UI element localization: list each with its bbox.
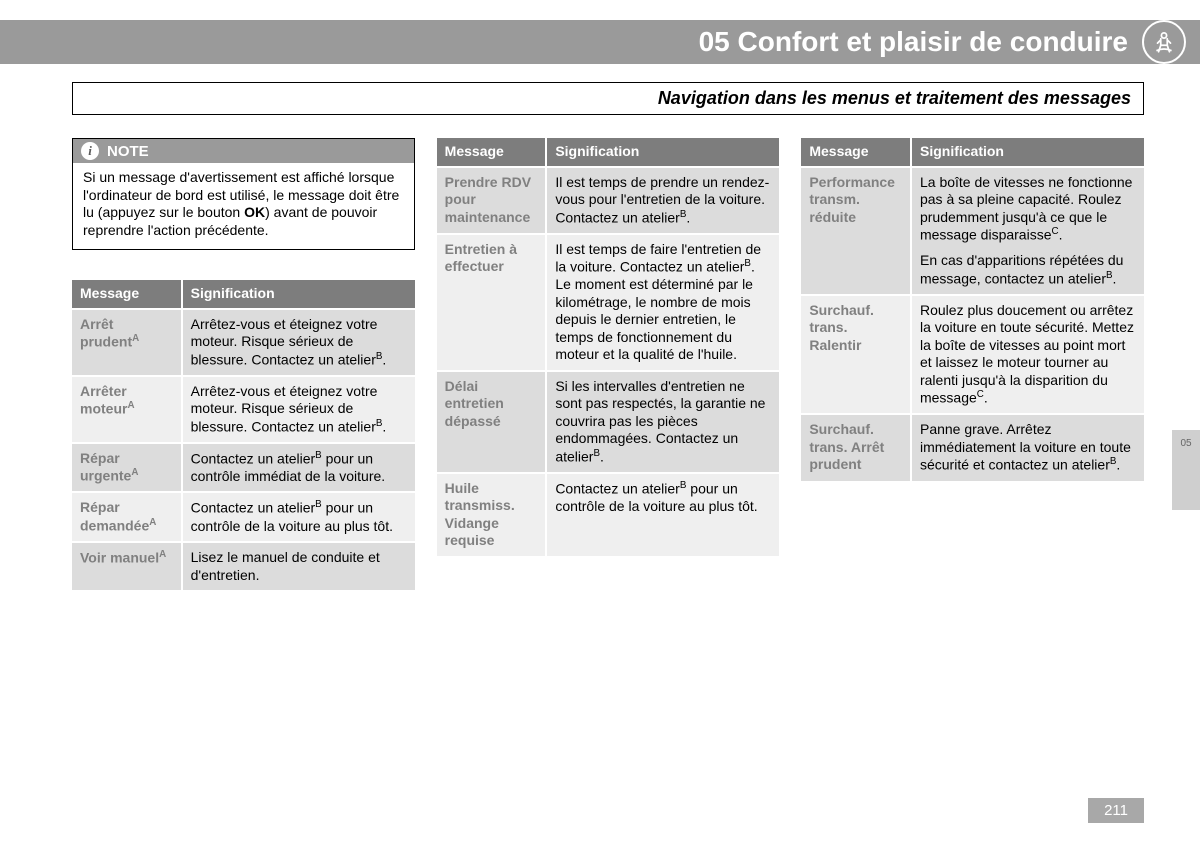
message-table-2: Message Signification Prendre RDV pour m… [437, 138, 780, 556]
note-box: i NOTE Si un message d'avertissement est… [72, 138, 415, 250]
signification-paragraph: Roulez plus doucement ou arrêtez la voit… [920, 302, 1136, 408]
signification-cell: Contactez un atelierB pour un contrôle d… [546, 473, 779, 556]
message-table-1: Message Signification Arrêt prudentAArrê… [72, 280, 415, 590]
table-row: Arrêter moteurAArrêtez-vous et éteignez … [72, 376, 415, 443]
table-row: Délai entretien dépasséSi les intervalle… [437, 371, 780, 473]
footnote-ref: B [376, 418, 383, 429]
signification-cell: Contactez un atelierB pour un contrôle d… [182, 492, 415, 542]
footnote-ref: C [1052, 226, 1059, 237]
note-label: NOTE [107, 143, 149, 160]
footnote-ref: B [1110, 456, 1117, 467]
th-message: Message [801, 138, 911, 167]
table-row: Surchauf. trans. RalentirRoulez plus dou… [801, 295, 1144, 415]
message-cell: Délai entretien dépassé [437, 371, 547, 473]
table-row: Répar urgenteAContactez un atelierB pour… [72, 443, 415, 493]
signification-cell: La boîte de vitesses ne fonctionne pas à… [911, 167, 1144, 295]
side-tab: 05 [1172, 430, 1200, 510]
footnote-ref: C [977, 389, 984, 400]
signification-cell: Panne grave. Arrêtez immédiatement la vo… [911, 414, 1144, 480]
footnote-ref: A [131, 467, 138, 478]
footnote-ref: A [132, 333, 139, 344]
signification-cell: Arrêtez-vous et éteignez votre moteur. R… [182, 309, 415, 376]
signification-cell: Roulez plus doucement ou arrêtez la voit… [911, 295, 1144, 415]
footnote-ref: B [315, 499, 322, 510]
signification-cell: Arrêtez-vous et éteignez votre moteur. R… [182, 376, 415, 443]
footnote-ref: B [680, 480, 687, 491]
note-body: Si un message d'avertissement est affich… [73, 163, 414, 249]
th-signification: Signification [911, 138, 1144, 167]
th-message: Message [72, 280, 182, 309]
table-row: Huile transmiss. Vidange requiseContacte… [437, 473, 780, 556]
th-message: Message [437, 138, 547, 167]
message-cell: Entretien à effectuer [437, 234, 547, 371]
table-row: Arrêt prudentAArrêtez-vous et éteignez v… [72, 309, 415, 376]
column-2: Message Signification Prendre RDV pour m… [437, 138, 780, 590]
chapter-header: 05 Confort et plaisir de conduire [0, 20, 1200, 64]
note-text-bold: OK [244, 204, 265, 220]
note-header: i NOTE [73, 139, 414, 163]
signification-paragraph: La boîte de vitesses ne fonctionne pas à… [920, 174, 1136, 245]
footnote-ref: B [744, 258, 751, 269]
message-cell: Arrêter moteurA [72, 376, 182, 443]
column-1: i NOTE Si un message d'avertissement est… [72, 138, 415, 590]
signification-cell: Si les intervalles d'entretien ne sont p… [546, 371, 779, 473]
footnote-ref: A [149, 517, 156, 528]
signification-cell: Il est temps de faire l'entretien de la … [546, 234, 779, 371]
seat-icon [1142, 20, 1186, 64]
message-cell: Répar demandéeA [72, 492, 182, 542]
signification-cell: Contactez un atelierB pour un contrôle i… [182, 443, 415, 493]
info-icon: i [81, 142, 99, 160]
footnote-ref: B [680, 209, 687, 220]
page-number: 211 [1088, 798, 1144, 823]
footnote-ref: B [376, 351, 383, 362]
table-row: Surchauf. trans. Arrêt prudentPanne grav… [801, 414, 1144, 480]
signification-cell: Lisez le manuel de conduite et d'entreti… [182, 542, 415, 590]
table-row: Répar demandéeAContactez un atelierB pou… [72, 492, 415, 542]
footnote-ref: B [1106, 270, 1113, 281]
chapter-title: 05 Confort et plaisir de conduire [699, 26, 1128, 58]
th-signification: Signification [182, 280, 415, 309]
section-subtitle: Navigation dans les menus et traitement … [72, 82, 1144, 115]
message-table-3: Message Signification Performance transm… [801, 138, 1144, 481]
table-row: Voir manuelALisez le manuel de conduite … [72, 542, 415, 590]
footnote-ref: B [315, 450, 322, 461]
table-row: Entretien à effectuerIl est temps de fai… [437, 234, 780, 371]
message-cell: Surchauf. trans. Arrêt prudent [801, 414, 911, 480]
message-cell: Huile transmiss. Vidange requise [437, 473, 547, 556]
table-row: Performance transm. réduiteLa boîte de v… [801, 167, 1144, 295]
th-signification: Signification [546, 138, 779, 167]
message-cell: Arrêt prudentA [72, 309, 182, 376]
signification-cell: Il est temps de prendre un rendez-vous p… [546, 167, 779, 234]
content-columns: i NOTE Si un message d'avertissement est… [72, 138, 1144, 590]
message-cell: Surchauf. trans. Ralentir [801, 295, 911, 415]
footnote-ref: A [159, 549, 166, 560]
footnote-ref: A [127, 400, 134, 411]
message-cell: Prendre RDV pour maintenance [437, 167, 547, 234]
footnote-ref: B [593, 448, 600, 459]
signification-paragraph: Panne grave. Arrêtez immédiatement la vo… [920, 421, 1136, 474]
message-cell: Performance transm. réduite [801, 167, 911, 295]
signification-paragraph: En cas d'apparitions répétées du message… [920, 252, 1136, 288]
message-cell: Répar urgenteA [72, 443, 182, 493]
message-cell: Voir manuelA [72, 542, 182, 590]
table-row: Prendre RDV pour maintenanceIl est temps… [437, 167, 780, 234]
column-3: Message Signification Performance transm… [801, 138, 1144, 590]
